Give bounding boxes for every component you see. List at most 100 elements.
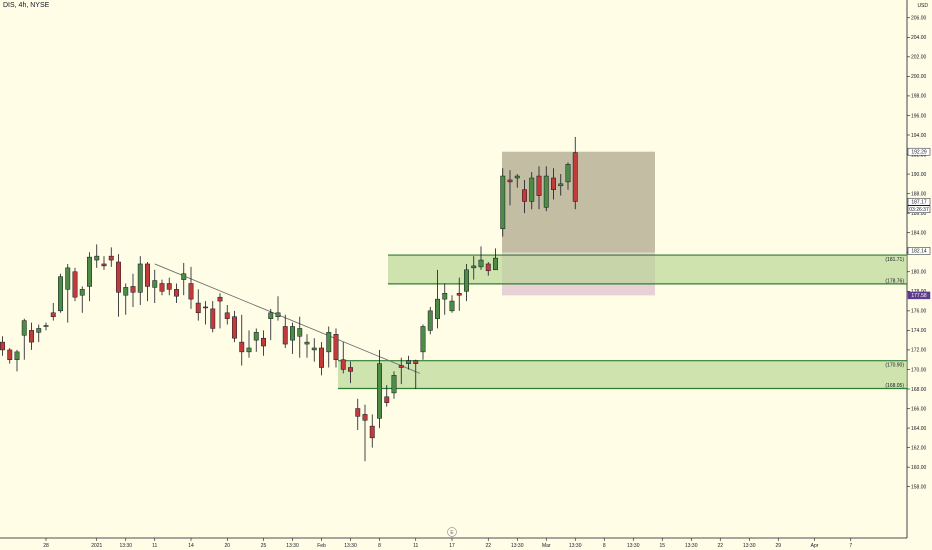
candle-down <box>72 271 78 298</box>
candle-down <box>108 255 114 261</box>
price-tick-label: 180.00 <box>911 270 927 276</box>
demand-zones[interactable]: (181.71) (178.76) (170.90) (168.05) <box>338 254 907 390</box>
price-tick-label: 166.00 <box>911 406 927 412</box>
candle-up <box>377 363 382 419</box>
price-label-text: 192.29 <box>911 150 927 156</box>
price-tick-label: 204.00 <box>911 35 927 41</box>
time-tick-label: 13:30 <box>743 543 756 549</box>
time-tick-label: 2021 <box>91 543 102 549</box>
candle-down <box>261 337 266 347</box>
price-tick-label: 158.00 <box>911 484 927 490</box>
candle-up <box>123 287 129 296</box>
price-tick-label: 196.00 <box>911 113 927 119</box>
candle-up <box>493 257 498 271</box>
price-label-text: 177.58 <box>911 293 927 299</box>
candle-down <box>333 334 339 360</box>
candle-down <box>522 189 527 202</box>
price-tick-label: 202.00 <box>911 55 927 61</box>
candle-up <box>43 325 49 327</box>
candle-up <box>406 360 411 364</box>
candle-down <box>195 302 201 314</box>
candle-down <box>166 283 172 290</box>
candle-up <box>137 263 143 293</box>
candle-down <box>232 316 237 339</box>
candle-down <box>210 308 216 329</box>
price-tick-label: 206.00 <box>911 16 927 22</box>
price-tick-label: 168.00 <box>911 387 927 393</box>
time-tick-label: Mar <box>542 543 551 549</box>
candle-up <box>304 341 310 345</box>
candle-up <box>87 256 92 287</box>
candle-up <box>311 347 317 351</box>
candle-up <box>435 298 440 319</box>
candle-down <box>159 283 165 292</box>
candle-up <box>14 351 20 360</box>
candle-down <box>101 263 107 267</box>
candle-down <box>340 359 346 370</box>
zone-fill <box>388 255 907 284</box>
time-axis[interactable]: 28 2021 13:30 11 14 20 25 13:30 Feb 13:30 8 11 17 22 1… <box>43 538 852 549</box>
time-tick-label: 13:30 <box>511 543 524 549</box>
candle-up <box>246 347 252 353</box>
candle-down <box>174 289 179 297</box>
candle-up <box>464 269 469 292</box>
candle-up <box>65 267 71 290</box>
time-tick-label: 11 <box>413 543 418 549</box>
candle-down <box>50 312 56 317</box>
candle-up <box>290 326 295 341</box>
price-tick-label: 170.00 <box>911 367 927 373</box>
price-tick-label: 190.00 <box>911 172 927 178</box>
candle-up <box>565 164 571 183</box>
zone-bottom-label: (178.76) <box>885 278 904 284</box>
candle-down <box>0 341 5 351</box>
candle-down <box>145 263 150 287</box>
zone-bottom-label: (168.05) <box>885 383 904 389</box>
symbol-header: DIS, 4h, NYSE <box>3 2 50 9</box>
time-tick-label: 22 <box>717 543 723 549</box>
candle-down <box>224 312 230 319</box>
price-label-text: 182.14 <box>911 249 927 255</box>
time-tick-label: 29 <box>775 543 781 549</box>
candle-up <box>36 328 42 333</box>
candle-down <box>217 296 223 302</box>
candle-up <box>478 259 484 268</box>
candle-up <box>58 276 63 312</box>
trendline[interactable] <box>154 263 421 374</box>
price-tick-label: 172.00 <box>911 348 927 354</box>
time-tick-label: Apr <box>811 543 819 549</box>
candle-down <box>29 330 34 343</box>
candle-up <box>79 289 85 296</box>
time-tick-label: 25 <box>261 543 267 549</box>
time-tick-label: 20 <box>224 543 230 549</box>
price-tick-label: 176.00 <box>911 309 927 315</box>
time-tick-label: 14 <box>188 543 194 549</box>
time-tick-label: 28 <box>43 543 49 549</box>
trendline-segment <box>154 263 421 374</box>
time-tick-label: 22 <box>485 543 491 549</box>
candle-up <box>181 273 187 280</box>
time-tick-label: 11 <box>152 543 157 549</box>
time-tick-label: 13:30 <box>344 543 357 549</box>
price-label-box <box>907 197 931 206</box>
candle-up <box>558 183 564 187</box>
candle-up <box>427 310 433 331</box>
candle-down <box>572 152 578 202</box>
candle-up <box>391 375 397 394</box>
candle-down <box>456 293 462 296</box>
price-tick-label: 186.00 <box>911 211 927 217</box>
candle-down <box>282 326 288 345</box>
earnings-marker-circle <box>447 527 457 537</box>
price-label-box <box>907 291 931 300</box>
candle-down <box>362 414 368 421</box>
price-tick-label: 164.00 <box>911 426 927 432</box>
time-tick-label: 13:30 <box>286 543 299 549</box>
earnings-marker[interactable]: E <box>447 527 457 537</box>
candle-up <box>420 326 426 353</box>
candle-up <box>449 300 455 312</box>
candle-up <box>471 265 477 269</box>
candle-down <box>319 347 324 368</box>
candle-up <box>253 332 259 341</box>
